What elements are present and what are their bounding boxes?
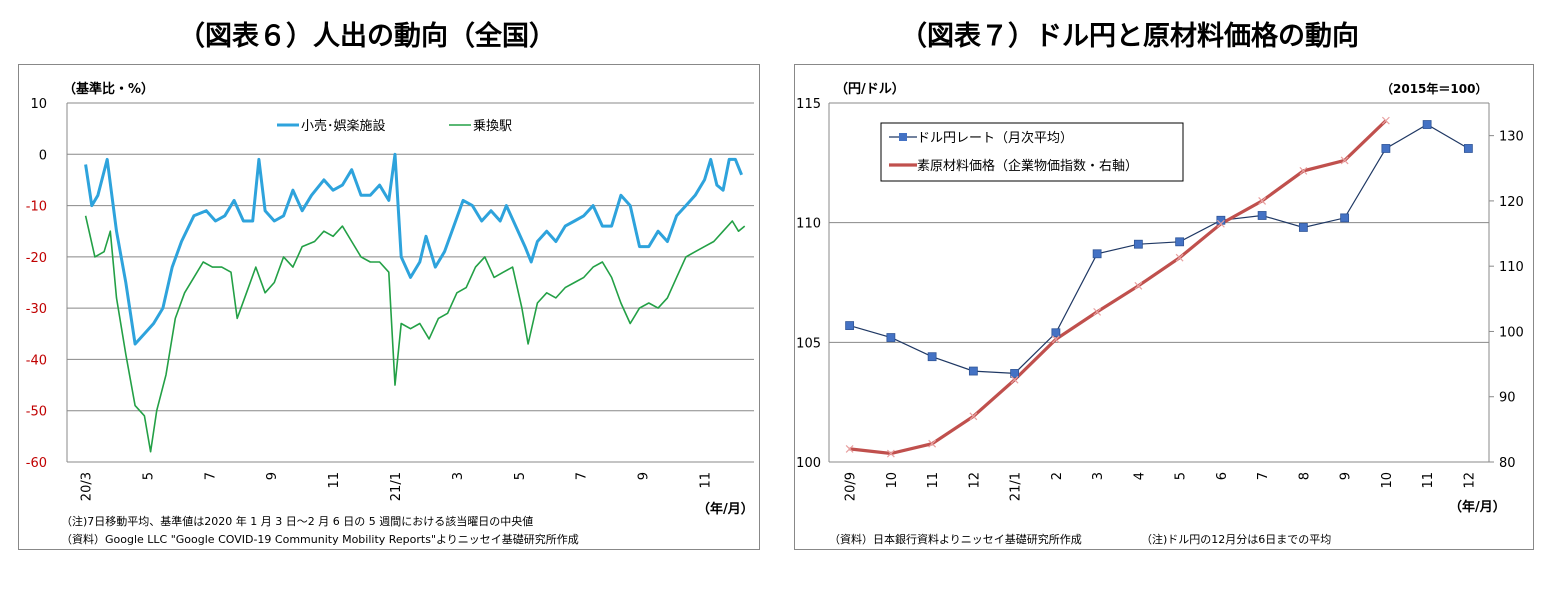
- right-left-y-tick-label: 105: [796, 336, 821, 351]
- left-x-tick-label: 20/3: [80, 472, 95, 501]
- left-y-tick-label: 0: [39, 148, 47, 163]
- right-point-usdjpy: [1175, 237, 1185, 247]
- left-source: （資料）Google LLC "Google COVID-19 Communit…: [61, 532, 579, 546]
- right-left-y-tick-label: 115: [796, 97, 821, 112]
- left-x-tick-label: 7: [203, 472, 218, 480]
- right-point-usdjpy: [1051, 328, 1061, 338]
- right-point-usdjpy: [968, 366, 978, 376]
- right-point-usdjpy: [1133, 239, 1143, 249]
- left-unit-label: （基準比・%）: [63, 81, 154, 97]
- right-x-tick-label: 11: [1421, 472, 1436, 489]
- right-x-tick-label: 20/9: [844, 472, 859, 501]
- left-series-line-1: [84, 215, 746, 453]
- right-point-usdjpy: [1010, 369, 1020, 378]
- left-x-tick-label: 11: [327, 472, 342, 489]
- right-series-line-1: [849, 119, 1388, 456]
- left-x-tick-label: 9: [637, 472, 652, 480]
- right-point-usdjpy: [927, 352, 937, 362]
- right-point-usdjpy: [1298, 223, 1308, 232]
- right-point-materials: [1381, 116, 1390, 125]
- right-x-tick-label: 21/1: [1009, 472, 1024, 501]
- left-y-tick-label: 10: [30, 97, 47, 112]
- left-y-tick-label: -50: [26, 405, 47, 420]
- left-y-tick-label: -30: [26, 302, 47, 317]
- right-xunit-label: （年/月）: [1449, 499, 1506, 515]
- right-point-materials: [928, 439, 937, 448]
- left-legend-label-0: 小売･娯楽施設: [301, 118, 386, 134]
- left-xunit-label: （年/月）: [697, 501, 754, 517]
- right-right-y-tick-label: 100: [1499, 325, 1524, 340]
- left-x-tick-label: 9: [265, 472, 280, 480]
- right-x-tick-label: 11: [926, 472, 941, 489]
- right-point-usdjpy: [845, 321, 855, 330]
- right-x-tick-label: 2: [1050, 472, 1065, 480]
- right-point-materials: [1340, 156, 1349, 165]
- right-point-usdjpy: [1381, 144, 1391, 153]
- right-left-y-tick-label: 100: [796, 456, 821, 471]
- left-x-tick-label: 11: [698, 472, 713, 489]
- left-x-tick-label: 3: [451, 472, 466, 480]
- right-point-materials: [969, 412, 978, 421]
- right-right-y-tick-label: 80: [1499, 456, 1516, 471]
- right-x-tick-label: 10: [1380, 472, 1395, 489]
- left-y-tick-label: -40: [26, 353, 47, 368]
- right-left-unit-label: （円/ドル）: [835, 81, 905, 97]
- right-legend-label-1: 素原材料価格（企業物価指数・右軸）: [917, 158, 1138, 174]
- left-x-tick-label: 5: [141, 472, 156, 480]
- right-x-tick-label: 6: [1215, 472, 1230, 480]
- right-x-tick-label: 9: [1339, 472, 1354, 480]
- left-x-tick-label: 5: [513, 472, 528, 480]
- left-x-tick-label: 7: [575, 472, 590, 480]
- right-x-tick-label: 12: [1462, 472, 1477, 489]
- right-point-usdjpy: [1422, 120, 1432, 129]
- right-point-materials: [886, 449, 895, 458]
- right-point-usdjpy: [1092, 249, 1102, 259]
- mobility-chart-panel: （基準比・%） 10 0 -10 -20 -30 -40 -50 -60 20/3 5 7 9 11 2…: [18, 64, 760, 550]
- right-x-tick-label: 7: [1256, 472, 1271, 480]
- right-figure-title: （図表７）ドル円と原材料価格の動向: [900, 21, 1359, 52]
- right-x-tick-label: 4: [1132, 472, 1147, 480]
- right-point-materials: [1134, 281, 1143, 290]
- right-point-materials: [1258, 196, 1267, 205]
- right-right-y-tick-label: 130: [1499, 130, 1524, 145]
- right-point-usdjpy: [886, 333, 896, 342]
- right-legend-box: [880, 122, 1184, 182]
- left-note: （注)7日移動平均、基準値は2020 年 1 月 3 日～2 月 6 日の 5 …: [61, 514, 533, 528]
- right-note: （注)ドル円の12月分は6日までの平均: [1141, 532, 1331, 546]
- left-figure-title: （図表６）人出の動向（全国）: [178, 21, 556, 52]
- right-x-tick-label: 5: [1174, 472, 1189, 480]
- right-series-line-0: [849, 123, 1469, 375]
- right-point-usdjpy: [1340, 213, 1350, 223]
- right-legend-marker-0: [899, 133, 907, 141]
- left-y-tick-label: -20: [26, 251, 47, 266]
- right-point-materials: [1175, 253, 1184, 262]
- right-left-y-tick-label: 110: [796, 217, 821, 232]
- left-y-tick-label: -60: [26, 456, 47, 471]
- right-x-tick-label: 12: [967, 472, 982, 489]
- right-point-materials: [1216, 219, 1225, 228]
- right-right-y-tick-label: 90: [1499, 391, 1516, 406]
- right-right-y-tick-label: 110: [1499, 260, 1524, 275]
- right-x-tick-label: 10: [885, 472, 900, 489]
- right-point-materials: [1093, 307, 1102, 316]
- mobility-chart: （基準比・%） 10 0 -10 -20 -30 -40 -50 -60 20/3 5 7 9 11 2…: [26, 81, 754, 546]
- right-point-usdjpy: [1463, 144, 1473, 153]
- right-point-materials: [845, 445, 854, 453]
- right-source: （資料）日本銀行資料よりニッセイ基礎研究所作成: [829, 532, 1082, 546]
- left-y-tick-label: -10: [26, 200, 47, 215]
- right-point-usdjpy: [1257, 211, 1267, 220]
- right-x-tick-label: 8: [1297, 472, 1312, 480]
- right-point-materials: [1299, 166, 1308, 175]
- right-right-y-tick-label: 120: [1499, 195, 1524, 210]
- left-x-tick-label: 21/1: [389, 472, 404, 501]
- right-point-materials: [1051, 335, 1060, 344]
- right-right-unit-label: （2015年＝100）: [1381, 81, 1487, 96]
- right-x-tick-label: 3: [1091, 472, 1106, 480]
- left-legend-label-1: 乗換駅: [473, 119, 512, 134]
- usdjpy-materials-chart-panel: （円/ドル） （2015年＝100） 100 105 110 115 80 90 100 1…: [794, 64, 1534, 550]
- right-legend-label-0: ドル円レート（月次平均）: [917, 130, 1073, 146]
- right-point-materials: [1010, 375, 1019, 384]
- left-series-line-0: [84, 152, 743, 346]
